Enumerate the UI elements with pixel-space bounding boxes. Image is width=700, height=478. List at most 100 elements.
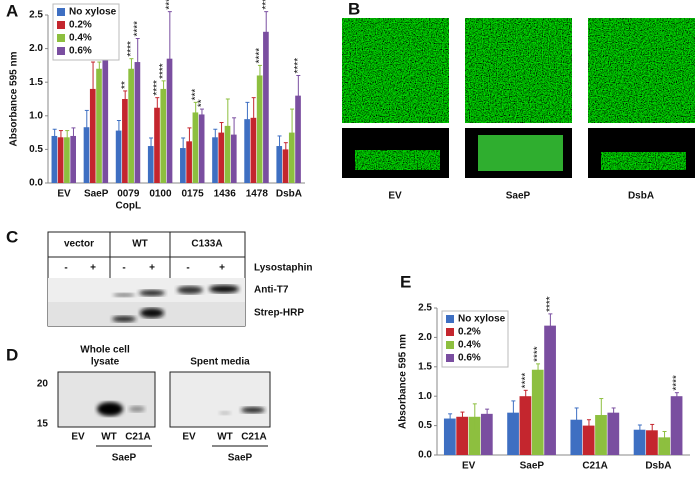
blot-title: Spent media <box>190 357 250 368</box>
bar <box>519 396 532 455</box>
image-label: DsbA <box>628 191 654 202</box>
lane-sign: + <box>90 263 96 274</box>
micrograph <box>342 18 449 123</box>
bar <box>186 141 192 183</box>
image-label: EV <box>388 191 402 202</box>
blot-frame <box>169 371 271 428</box>
bar <box>263 31 269 183</box>
bar <box>456 416 469 455</box>
bar <box>582 425 595 455</box>
band <box>113 293 135 297</box>
bar <box>180 148 186 183</box>
bar <box>70 135 76 183</box>
legend-swatch <box>446 341 454 349</box>
bar <box>192 112 199 183</box>
y-tick-label: 2.0 <box>418 332 432 343</box>
bar <box>102 45 109 183</box>
stack-3d <box>355 150 440 170</box>
bar <box>256 75 263 183</box>
bar <box>147 146 154 183</box>
bar <box>288 132 295 183</box>
bar <box>154 107 160 183</box>
y-tick-label: 1.0 <box>418 391 432 402</box>
x-tick-label: 0175 <box>181 189 204 200</box>
lane-label: EV <box>182 432 196 443</box>
bar <box>134 62 141 183</box>
legend-swatch <box>446 354 454 362</box>
bar <box>295 95 301 183</box>
band <box>97 402 123 416</box>
group-label: SaeP <box>112 453 137 464</box>
panel-label: E <box>400 272 411 291</box>
bar <box>595 415 607 455</box>
panel-label: B <box>348 0 360 18</box>
bar <box>633 429 646 455</box>
legend-label: 0.4% <box>69 33 92 44</box>
bar <box>218 132 225 183</box>
legend: No xylose 0.2% 0.4% 0.6% <box>441 310 509 368</box>
y-tick-label: 1.5 <box>29 77 43 88</box>
bar <box>212 137 218 183</box>
bar <box>122 99 128 183</box>
legend-swatch <box>57 8 65 16</box>
bar <box>57 137 64 183</box>
blot-title: lysate <box>91 357 120 368</box>
legend-swatch <box>57 34 65 42</box>
y-tick-label: 0.5 <box>29 144 43 155</box>
significance: *** <box>190 89 201 101</box>
bar <box>670 396 683 455</box>
y-tick-label: 1.0 <box>29 110 43 121</box>
significance: ** <box>120 81 131 89</box>
lane-label: EV <box>71 432 85 443</box>
bar <box>230 134 237 183</box>
band <box>209 285 239 293</box>
blot-frame <box>57 371 156 428</box>
bar <box>276 146 283 183</box>
significance: **** <box>545 296 556 312</box>
y-tick-label: 2.5 <box>29 10 43 21</box>
significance: **** <box>293 58 304 74</box>
legend-label: 0.2% <box>69 20 92 31</box>
x-tick-label: EV <box>57 189 71 200</box>
band <box>177 286 203 294</box>
legend-swatch <box>57 47 65 55</box>
stack-3d <box>478 135 563 171</box>
bar <box>89 88 96 183</box>
significance: **** <box>261 0 272 10</box>
band <box>139 290 165 296</box>
x-tick-label: 1436 <box>214 189 237 200</box>
bar <box>607 412 620 455</box>
y-tick-label: 0.0 <box>418 450 432 461</box>
treatment-label: Lysostaphin <box>254 263 313 274</box>
significance: **** <box>126 41 137 57</box>
group-label: SaeP <box>228 453 253 464</box>
y-tick-label: 2.5 <box>418 303 432 314</box>
x-tick-label: EV <box>462 461 476 472</box>
y-tick-label: 2.0 <box>29 43 43 54</box>
stack-3d <box>601 152 686 170</box>
x-tick-label: 1478 <box>246 189 269 200</box>
bar <box>244 119 250 183</box>
annotation: CopL <box>116 201 142 212</box>
y-tick-label: 1.5 <box>418 361 432 372</box>
lane-label: C21A <box>241 432 267 443</box>
bar <box>166 58 173 183</box>
blot-c: vector WT C133A - + - + - + Lysostaphin … <box>47 231 313 327</box>
legend-label: 0.6% <box>458 353 481 364</box>
legend-swatch <box>57 21 65 29</box>
x-tick-label: 0100 <box>149 189 172 200</box>
x-tick-label: SaeP <box>520 461 545 472</box>
y-tick-label: 0.0 <box>29 178 43 189</box>
bar <box>83 127 90 183</box>
marker-label: 20 <box>37 379 49 390</box>
micrograph <box>588 18 695 123</box>
lane-label: WT <box>101 432 117 443</box>
bar <box>443 418 456 455</box>
significance: **** <box>520 373 531 389</box>
bar <box>51 135 58 183</box>
bar <box>480 413 493 455</box>
x-tick-label: SaeP <box>84 189 109 200</box>
significance: **** <box>672 375 683 391</box>
group-label: vector <box>64 239 94 250</box>
